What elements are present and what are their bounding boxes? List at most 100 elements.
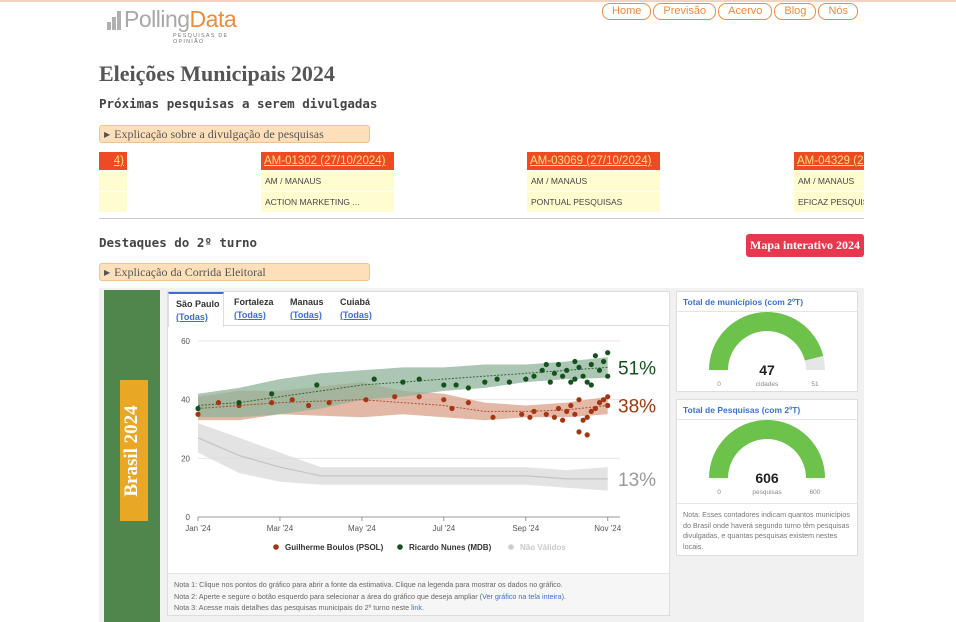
tab-fortaleza[interactable]: Fortaleza (Todas) [234, 292, 284, 326]
tab-manaus[interactable]: Manaus (Todas) [290, 292, 336, 326]
poll-point[interactable] [592, 405, 598, 412]
poll-point[interactable] [560, 417, 566, 423]
poll-point[interactable] [416, 394, 422, 400]
poll-point[interactable] [494, 376, 500, 382]
tab-filter-link[interactable]: (Todas) [290, 310, 322, 320]
poll-point[interactable] [269, 391, 275, 397]
poll-point[interactable] [490, 414, 496, 420]
poll-point[interactable] [551, 414, 557, 420]
poll-point[interactable] [519, 411, 525, 417]
poll-point[interactable] [523, 376, 529, 382]
poll-card[interactable]: 4) [99, 152, 127, 216]
poll-point[interactable] [215, 400, 222, 406]
poll-card[interactable]: AM-01302 (27/10/2024) AM / MANAUS ACTION… [261, 152, 394, 216]
poll-point[interactable] [580, 417, 586, 423]
tab-sao-paulo[interactable]: São Paulo (Todas) [168, 292, 224, 327]
tab-filter-link[interactable]: (Todas) [234, 310, 266, 320]
poll-point[interactable] [584, 379, 590, 385]
race-explain-toggle[interactable]: ▶ Explicação da Corrida Eleitoral [99, 263, 370, 281]
poll-point[interactable] [572, 376, 578, 382]
poll-point[interactable] [605, 402, 611, 409]
poll-point[interactable] [371, 376, 377, 382]
tab-cuiaba[interactable]: Cuiabá (Todas) [340, 292, 386, 326]
poll-point[interactable] [363, 397, 369, 403]
poll-point[interactable] [572, 411, 578, 417]
poll-point[interactable] [568, 402, 574, 409]
tab-filter-link[interactable]: (Todas) [340, 310, 372, 320]
legend-item-nao-validos[interactable]: Não Válidos [508, 543, 566, 552]
poll-point[interactable] [269, 400, 275, 406]
poll-point[interactable] [584, 432, 590, 438]
poll-point[interactable] [289, 397, 295, 403]
poll-point[interactable] [588, 408, 594, 414]
poll-point[interactable] [572, 358, 578, 365]
poll-point[interactable] [596, 400, 603, 406]
poll-point[interactable] [465, 385, 471, 391]
poll-point[interactable] [195, 411, 201, 417]
nav-acervo[interactable]: Acervo [718, 3, 773, 20]
poll-point[interactable] [564, 408, 570, 414]
poll-point[interactable] [392, 394, 398, 400]
poll-point[interactable] [306, 402, 312, 409]
poll-point[interactable] [601, 397, 607, 403]
poll-code-link[interactable]: AM-01302 (27/10/2024) [261, 152, 394, 170]
poll-point[interactable] [195, 405, 201, 412]
poll-point[interactable] [555, 361, 562, 368]
poll-point[interactable] [576, 397, 582, 403]
fullscreen-chart-link[interactable]: Ver gráfico na tela inteira [482, 591, 562, 601]
details-link[interactable]: link [411, 603, 422, 612]
poll-point[interactable] [441, 397, 447, 403]
poll-point[interactable] [596, 367, 603, 373]
tab-filter-link[interactable]: (Todas) [176, 312, 208, 322]
interactive-map-button[interactable]: Mapa interativo 2024 [746, 234, 864, 257]
poll-point[interactable] [605, 394, 611, 400]
poll-point[interactable] [601, 358, 607, 365]
poll-point[interactable] [588, 361, 594, 368]
poll-point[interactable] [560, 373, 566, 379]
poll-code-link[interactable]: 4) [99, 152, 127, 170]
poll-point[interactable] [449, 405, 455, 412]
poll-point[interactable] [576, 429, 582, 435]
poll-point[interactable] [592, 353, 598, 359]
poll-point[interactable] [551, 370, 557, 376]
poll-point[interactable] [539, 367, 545, 373]
poll-point[interactable] [506, 379, 512, 385]
poll-point[interactable] [584, 414, 590, 420]
poll-point[interactable] [547, 379, 553, 385]
legend-item-boulos[interactable]: Guilherme Boulos (PSOL) [273, 543, 384, 552]
upcoming-polls-ticker[interactable]: 4) AM-01302 (27/10/2024) AM / MANAUS ACT… [99, 152, 864, 219]
poll-point[interactable] [531, 408, 537, 414]
poll-point[interactable] [314, 382, 320, 388]
poll-point[interactable] [605, 350, 611, 356]
poll-point[interactable] [400, 379, 406, 385]
poll-point[interactable] [543, 361, 549, 368]
poll-point[interactable] [543, 411, 549, 417]
poll-point[interactable] [527, 414, 533, 420]
poll-card[interactable]: AM-03069 (27/10/2024) AM / MANAUS PONTUA… [527, 152, 660, 216]
upcoming-explain-toggle[interactable]: ▶ Explicação sobre a divulgação de pesqui… [99, 125, 370, 143]
poll-point[interactable] [453, 382, 459, 388]
poll-point[interactable] [441, 382, 447, 388]
poll-code-link[interactable]: AM-04329 (27/10/2024) [794, 152, 864, 170]
nav-blog[interactable]: Blog [774, 3, 817, 20]
nav-previsao[interactable]: Previsão [653, 3, 717, 20]
poll-point[interactable] [580, 373, 586, 379]
poll-point[interactable] [605, 373, 611, 379]
nav-home[interactable]: Home [602, 3, 652, 20]
logo[interactable]: PollingData PESQUISAS DE OPINIÃO [107, 6, 257, 45]
poll-point[interactable] [555, 405, 562, 412]
poll-card[interactable]: AM-04329 (27/10/2024) AM / MANAUS EFICAZ… [794, 152, 864, 216]
poll-point[interactable] [482, 379, 488, 385]
poll-point[interactable] [326, 400, 332, 406]
legend-item-nunes[interactable]: Ricardo Nunes (MDB) [397, 543, 492, 552]
polling-chart[interactable]: 0 20 40 60 Jan '24 Mar '24 May '24 Jul '24 Sep '… [168, 327, 669, 572]
poll-point[interactable] [564, 367, 570, 373]
poll-point[interactable] [236, 400, 242, 406]
poll-point[interactable] [568, 379, 574, 385]
poll-point[interactable] [588, 382, 594, 388]
poll-point[interactable] [576, 364, 582, 370]
nav-nos[interactable]: Nós [818, 3, 858, 20]
poll-point[interactable] [465, 400, 471, 406]
poll-point[interactable] [531, 373, 537, 379]
poll-code-link[interactable]: AM-03069 (27/10/2024) [527, 152, 660, 170]
